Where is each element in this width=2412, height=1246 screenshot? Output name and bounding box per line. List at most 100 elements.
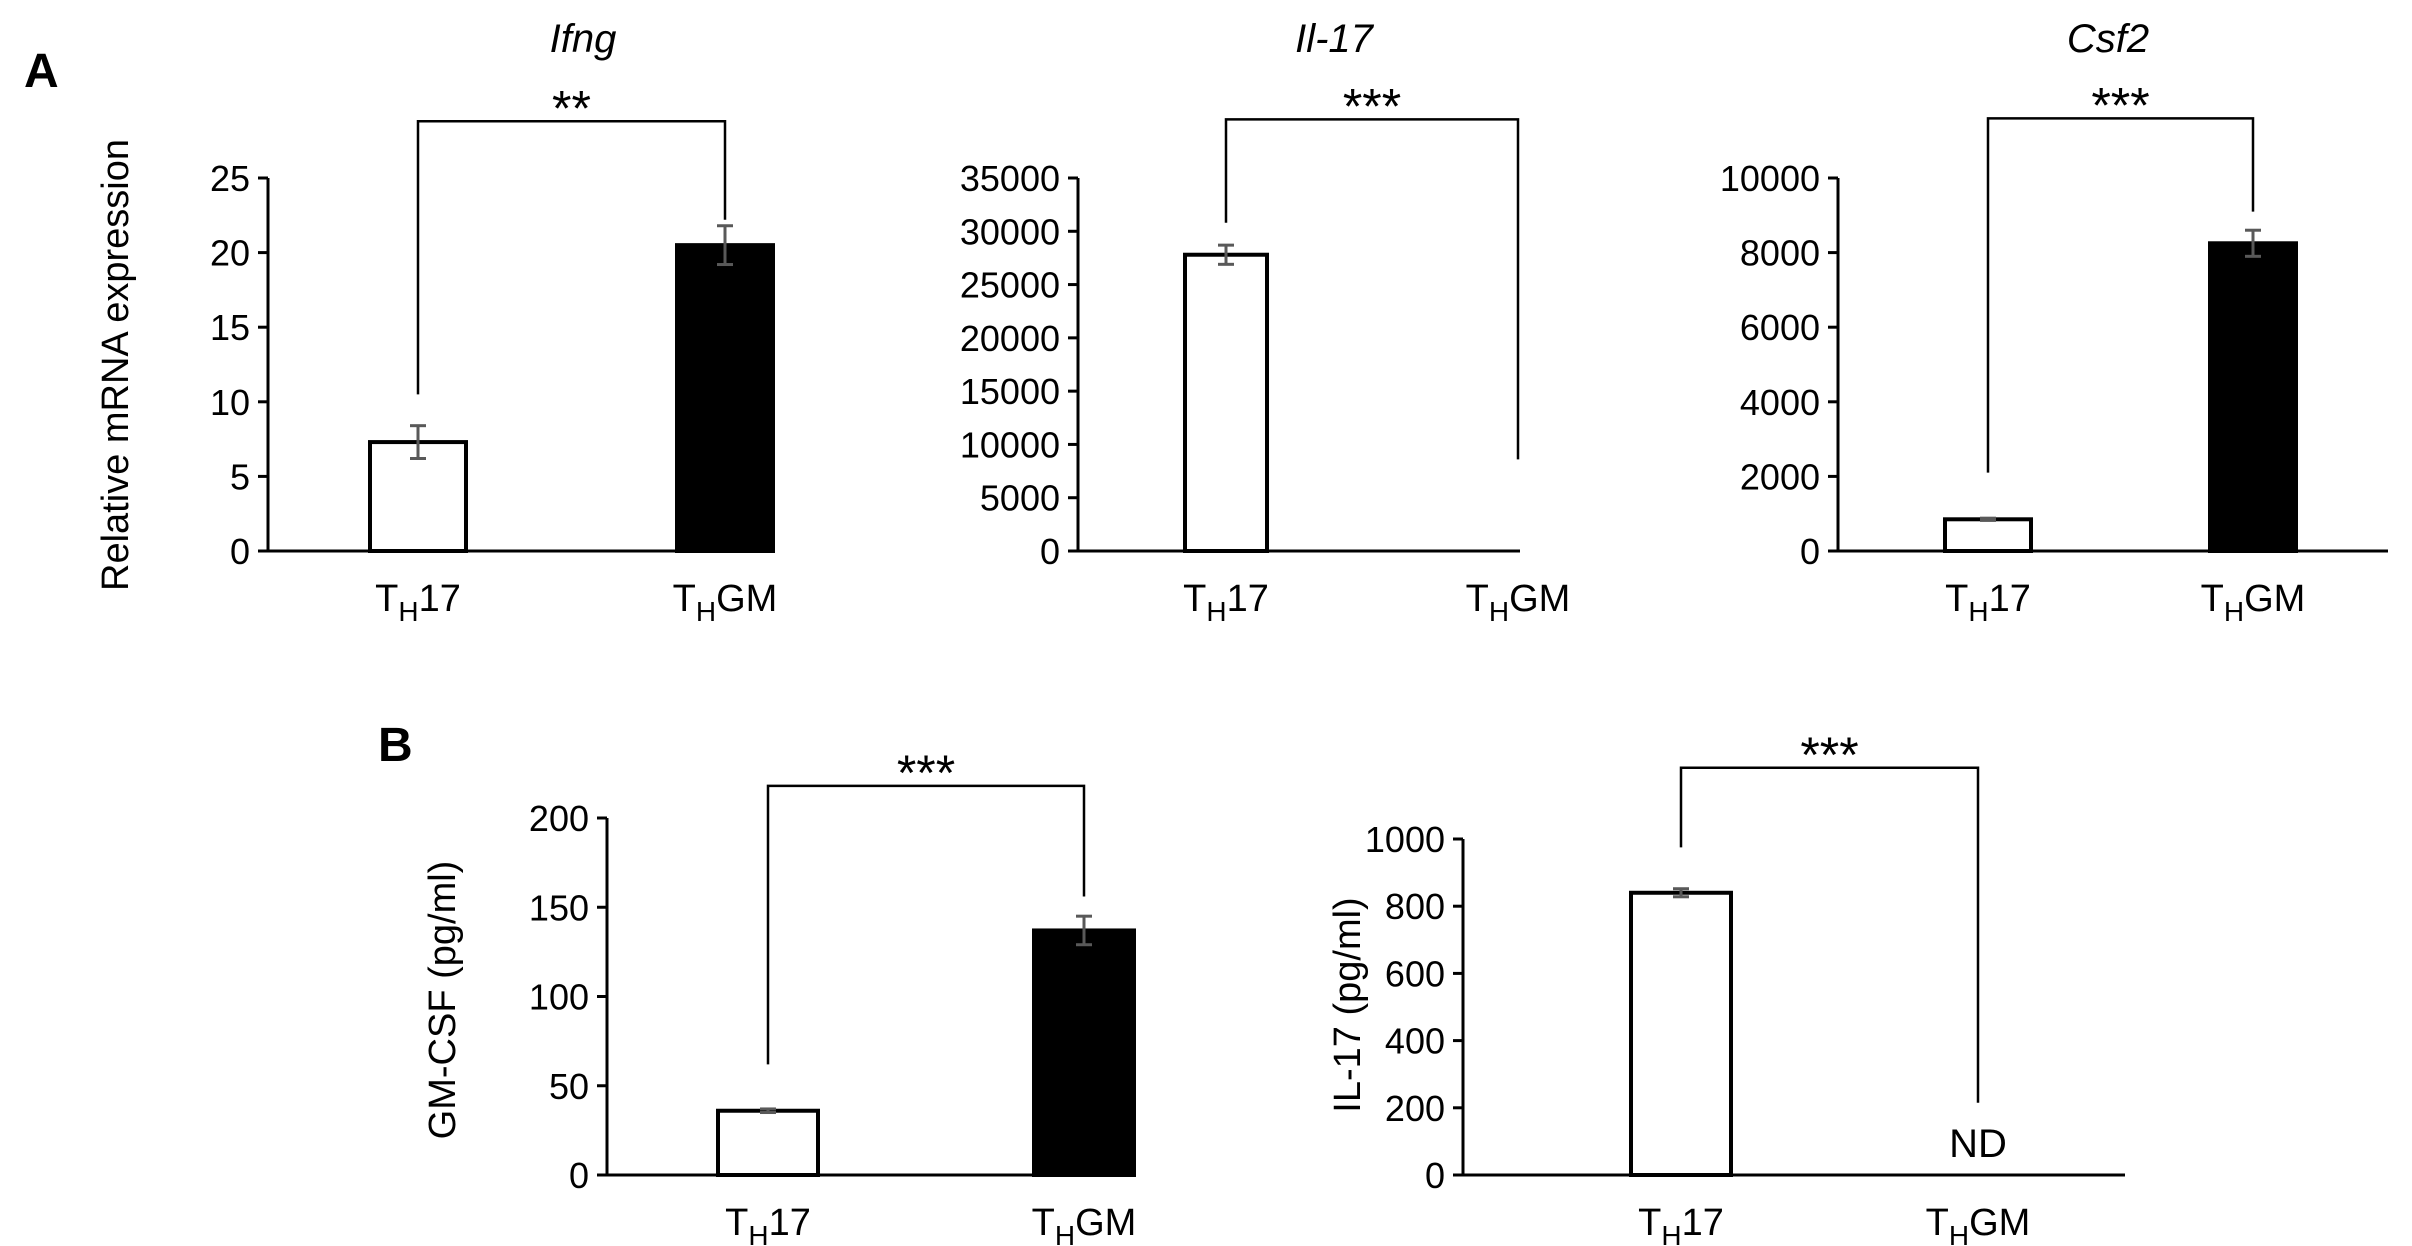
x-tick-label-thgm: THGM — [1032, 1202, 1137, 1246]
x-tick-label-sub: H — [2224, 596, 2244, 627]
y-tick-label: 0 — [1800, 531, 1820, 572]
x-tick-label-sub: H — [1206, 596, 1226, 627]
y-tick-label: 5000 — [980, 478, 1060, 519]
x-tick-label-th17: TH17 — [1638, 1202, 1724, 1246]
x-tick-label-sub: H — [1489, 596, 1509, 627]
y-tick-label: 10 — [210, 382, 250, 423]
x-tick-label-sub: H — [1661, 1220, 1681, 1246]
x-tick-label-main: T — [1945, 578, 1968, 620]
x-tick-label-main: T — [725, 1202, 748, 1244]
y-tick-label: 0 — [230, 531, 250, 572]
x-tick-label-main: T — [1466, 578, 1489, 620]
y-tick-label: 15 — [210, 307, 250, 348]
x-tick-label-th17: TH17 — [1183, 578, 1269, 627]
significance-bracket — [1986, 117, 2255, 473]
y-tick-label: 5 — [230, 456, 250, 497]
y-tick-label: 1000 — [1365, 819, 1445, 860]
y-tick-label: 6000 — [1740, 307, 1820, 348]
x-tick-label-main: T — [1638, 1202, 1661, 1244]
x-tick-label-main: T — [2201, 578, 2224, 620]
y-tick-label: 2000 — [1740, 456, 1820, 497]
x-tick-label-rest: 17 — [419, 578, 461, 620]
x-tick-label-sub: H — [1968, 596, 1988, 627]
chart-title: Il-17 — [1295, 17, 1375, 61]
x-tick-label-th17: TH17 — [375, 578, 461, 627]
panel-label-a: A — [24, 45, 59, 98]
not-detected-label: ND — [1949, 1122, 2007, 1166]
panel-label-b: B — [378, 719, 413, 772]
y-tick-label: 800 — [1385, 886, 1445, 927]
significance-stars: *** — [1343, 78, 1401, 134]
y-tick-label: 20 — [210, 233, 250, 274]
y-tick-label: 0 — [1040, 531, 1060, 572]
x-tick-label-rest: GM — [716, 578, 777, 620]
bar-th17 — [1183, 252, 1269, 554]
chart-il17: Il-17 0 5000 10000 15000 20000 25000 30000 35000… — [960, 17, 1570, 627]
significance-bracket — [416, 120, 727, 395]
x-tick-label-rest: 17 — [1227, 578, 1269, 620]
x-tick-label-rest: 17 — [769, 1202, 811, 1244]
y-tick-label: 8000 — [1740, 233, 1820, 274]
bar-th17 — [1943, 517, 2033, 553]
x-tick-label-sub: H — [748, 1220, 768, 1246]
significance-stars: *** — [897, 745, 955, 801]
x-tick-label-main: T — [673, 578, 696, 620]
x-tick-label-main: T — [1926, 1202, 1949, 1244]
chart-title: Ifng — [550, 17, 617, 61]
x-tick-label-rest: 17 — [1682, 1202, 1724, 1244]
y-tick-label: 50 — [549, 1066, 589, 1107]
bar-thgm — [675, 243, 775, 553]
significance-bracket — [1224, 118, 1520, 460]
y-tick-label: 25 — [210, 158, 250, 199]
x-tick-label-th17: TH17 — [1945, 578, 2031, 627]
y-tick-label: 25000 — [960, 265, 1060, 306]
y-tick-label: 200 — [529, 798, 589, 839]
y-tick-label: 10000 — [960, 424, 1060, 465]
x-tick-label-rest: GM — [2244, 578, 2305, 620]
x-tick-label-thgm: THGM — [1926, 1202, 2031, 1246]
x-tick-label-main: T — [375, 578, 398, 620]
x-tick-label-rest: GM — [1969, 1202, 2030, 1244]
x-tick-label-rest: 17 — [1989, 578, 2031, 620]
y-tick-label: 0 — [569, 1155, 589, 1196]
bar-thgm — [1032, 928, 1136, 1178]
y-tick-label: 600 — [1385, 953, 1445, 994]
x-tick-label-thgm: THGM — [1466, 578, 1571, 627]
y-tick-label: 200 — [1385, 1088, 1445, 1129]
significance-stars: ** — [552, 80, 591, 136]
y-tick-label: 15000 — [960, 371, 1060, 412]
x-tick-label-main: T — [1183, 578, 1206, 620]
x-tick-label-sub: H — [1949, 1220, 1969, 1246]
y-axis-label: Relative mRNA expression — [95, 139, 137, 591]
chart-title: Csf2 — [2067, 17, 2149, 61]
x-tick-label-th17: TH17 — [725, 1202, 811, 1246]
bar-th17 — [368, 440, 468, 554]
bar-th17 — [1629, 890, 1733, 1177]
significance-bracket — [1679, 766, 1980, 1103]
significance-stars: *** — [2091, 77, 2149, 133]
y-tick-label: 4000 — [1740, 382, 1820, 423]
y-tick-label: 35000 — [960, 158, 1060, 199]
y-tick-label: 0 — [1425, 1155, 1445, 1196]
x-tick-label-sub: H — [1055, 1220, 1075, 1246]
y-tick-label: 150 — [529, 887, 589, 928]
significance-stars: *** — [1800, 727, 1858, 783]
x-tick-label-thgm: THGM — [673, 578, 778, 627]
y-axis-label: GM-CSF (pg/ml) — [422, 861, 464, 1140]
x-tick-label-thgm: THGM — [2201, 578, 2306, 627]
x-tick-label-rest: GM — [1075, 1202, 1136, 1244]
y-axis-label: IL-17 (pg/ml) — [1327, 897, 1369, 1112]
x-tick-label-sub: H — [398, 596, 418, 627]
y-tick-label: 10000 — [1720, 158, 1820, 199]
x-tick-label-main: T — [1032, 1202, 1055, 1244]
y-tick-label: 400 — [1385, 1021, 1445, 1062]
x-tick-label-rest: GM — [1509, 578, 1570, 620]
y-tick-label: 30000 — [960, 211, 1060, 252]
bar-thgm — [2208, 241, 2298, 553]
significance-bracket — [766, 784, 1086, 1065]
bar-th17 — [716, 1108, 820, 1177]
